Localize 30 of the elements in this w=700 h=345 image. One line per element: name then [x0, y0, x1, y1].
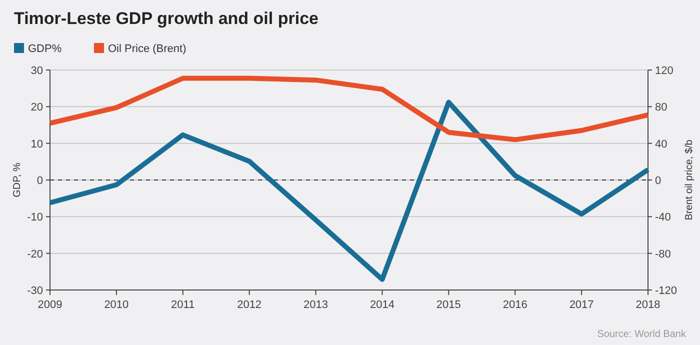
y2-tick-label: -120	[655, 285, 678, 297]
y2-tick-label: 80	[655, 102, 668, 114]
y2-tick-label: -80	[655, 248, 671, 260]
x-tick-label: 2013	[304, 299, 328, 311]
y-tick-label: 30	[30, 65, 43, 77]
y-tick-label: 10	[30, 138, 43, 150]
y-tick-label: -20	[27, 248, 43, 260]
y-tick-label: 20	[30, 102, 43, 114]
y-tick-label: -30	[27, 285, 43, 297]
y2-tick-label: 0	[655, 175, 662, 187]
y2-tick-label: 120	[655, 65, 674, 77]
x-tick-label: 2010	[104, 299, 129, 311]
x-tick-label: 2014	[370, 299, 394, 311]
x-tick-label: 2009	[38, 299, 62, 311]
legend-label: GDP%	[28, 43, 62, 55]
source-note: Source: World Bank	[597, 329, 687, 340]
x-tick-label: 2017	[569, 299, 594, 311]
y-tick-label: 0	[36, 175, 43, 187]
y-tick-label: -10	[27, 212, 43, 224]
x-tick-label: 2011	[171, 299, 195, 311]
chart-title: Timor-Leste GDP growth and oil price	[14, 9, 318, 28]
legend-label: Oil Price (Brent)	[108, 43, 186, 55]
x-tick-label: 2015	[436, 299, 461, 311]
y2-axis-title: Brent oil price, $/b	[684, 139, 695, 220]
y2-tick-label: -40	[655, 212, 671, 224]
x-tick-label: 2016	[502, 299, 528, 311]
y-axis-title: GDP, %	[12, 162, 23, 198]
x-tick-label: 2012	[237, 299, 262, 311]
y2-tick-label: 40	[655, 138, 668, 150]
x-tick-label: 2018	[636, 299, 660, 311]
